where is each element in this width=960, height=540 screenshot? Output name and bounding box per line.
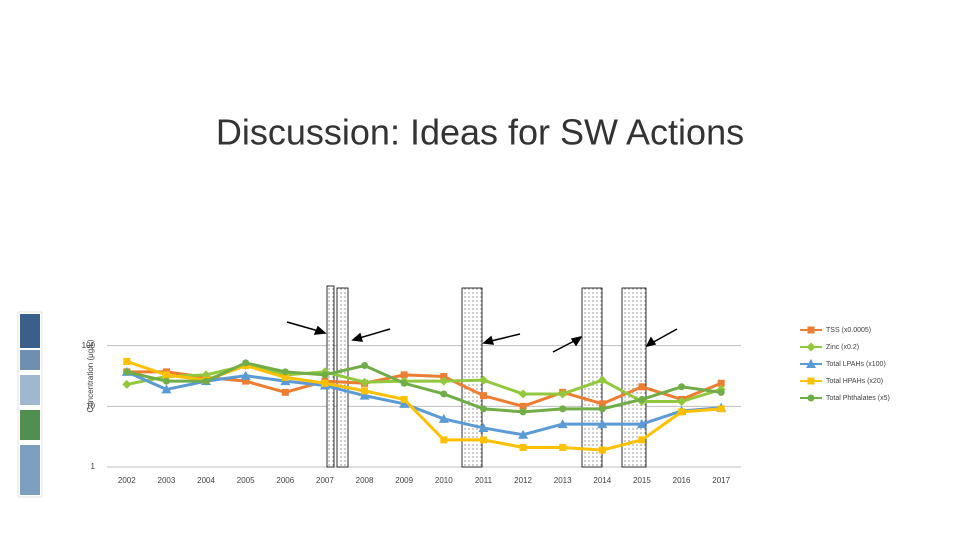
marker (400, 395, 408, 403)
marker (400, 371, 408, 379)
x-tick-label: 2005 (237, 476, 255, 485)
annotation-arrows (286, 321, 678, 353)
marker (638, 383, 646, 391)
legend-marker (806, 359, 816, 368)
marker (438, 413, 449, 423)
legend-label: Total HPAHs (x20) (826, 378, 883, 385)
marker (677, 397, 687, 407)
x-tick-label: 2012 (514, 476, 532, 485)
marker (440, 373, 448, 381)
legend-marker (807, 394, 815, 402)
marker (678, 408, 686, 416)
x-tick-label: 2015 (633, 476, 651, 485)
marker (281, 388, 289, 396)
legend-label: Total Phthalates (x5) (826, 395, 890, 402)
slide-title: Discussion: Ideas for SW Actions (216, 112, 744, 153)
marker (598, 446, 606, 454)
marker (361, 387, 369, 395)
marker (202, 377, 210, 385)
marker (638, 436, 646, 444)
marker (123, 357, 131, 365)
legend-label: Total LPAHs (x100) (826, 361, 886, 368)
marker (717, 379, 725, 387)
marker (519, 443, 527, 451)
marker (479, 436, 487, 444)
marker (519, 408, 527, 416)
series-line (126, 370, 722, 437)
x-tick-label: 2004 (197, 476, 215, 485)
marker (678, 383, 686, 391)
x-tick-label: 2017 (712, 476, 730, 485)
y-axis-label: Concentration (μg/L) (86, 339, 95, 412)
marker (479, 392, 487, 400)
marker (321, 379, 329, 387)
x-tick-label: 2011 (475, 476, 493, 485)
legend-marker (807, 377, 815, 385)
marker (636, 419, 647, 429)
marker (598, 400, 606, 408)
y-tick-label: 1 (91, 462, 96, 471)
x-tick-label: 2007 (316, 476, 334, 485)
marker (162, 377, 170, 385)
marker (717, 405, 725, 413)
marker (321, 371, 329, 379)
marker (479, 405, 487, 413)
logo (17, 311, 43, 498)
x-tick-label: 2008 (356, 476, 374, 485)
marker (123, 368, 131, 376)
marker (400, 379, 408, 387)
marker (558, 389, 568, 399)
marker (598, 405, 606, 413)
marker (162, 371, 170, 379)
marker (122, 379, 132, 389)
x-tick-label: 2003 (158, 476, 176, 485)
marker (360, 377, 370, 387)
legend-marker (806, 342, 816, 352)
marker (281, 368, 289, 376)
x-tick-label: 2006 (276, 476, 294, 485)
marker (638, 395, 646, 403)
x-tick-label: 2014 (593, 476, 611, 485)
marker (359, 390, 370, 400)
marker (478, 422, 489, 432)
marker (597, 419, 608, 429)
marker (281, 373, 289, 381)
series-line (126, 364, 722, 404)
marker (518, 429, 529, 439)
y-tick-label: 10 (86, 401, 95, 410)
marker (519, 402, 527, 410)
x-tick-label: 2010 (435, 476, 453, 485)
x-tick-label: 2009 (395, 476, 413, 485)
legend-marker (807, 326, 815, 334)
marker (439, 376, 449, 386)
marker (518, 389, 528, 399)
marker (557, 419, 568, 429)
marker (361, 362, 369, 370)
x-tick-label: 2002 (118, 476, 136, 485)
x-tick-label: 2016 (673, 476, 691, 485)
marker (717, 388, 725, 396)
marker (399, 398, 410, 408)
y-tick-label: 100 (82, 341, 96, 350)
marker (559, 405, 567, 413)
legend-label: TSS (x0.0005) (826, 327, 871, 334)
marker (440, 390, 448, 398)
legend-label: Zinc (x0.2) (826, 344, 859, 351)
marker (440, 436, 448, 444)
marker (161, 384, 172, 394)
marker (597, 375, 607, 385)
marker (559, 443, 567, 451)
marker (242, 359, 250, 367)
marker (242, 377, 250, 385)
x-tick-label: 2013 (554, 476, 572, 485)
marker (240, 370, 251, 380)
marker (478, 375, 488, 385)
series-line (126, 361, 722, 414)
